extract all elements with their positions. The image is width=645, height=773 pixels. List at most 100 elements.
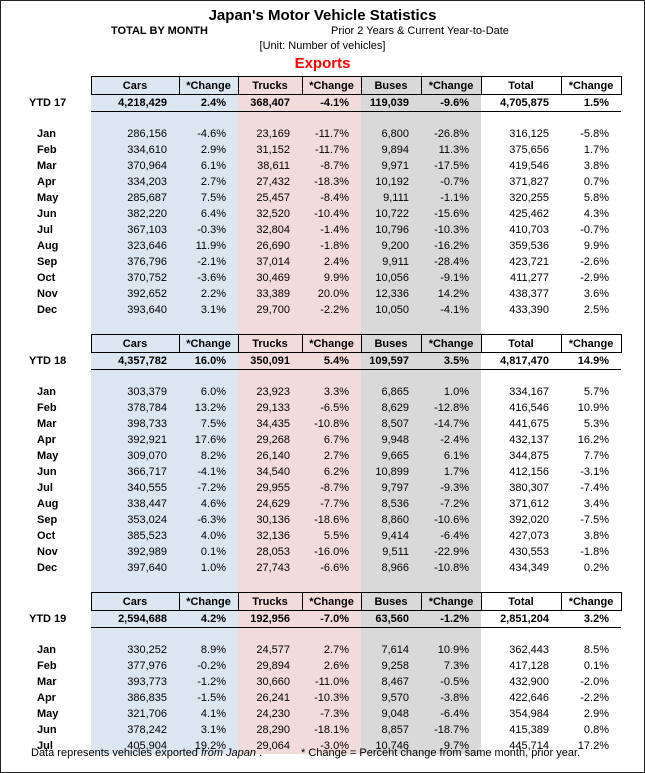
spacer-cell (421, 318, 481, 335)
footnote-change-definition: * Change = Percent change from same mont… (301, 747, 581, 759)
month-value-trucks: 23,169 (256, 128, 290, 140)
month-value-buses-change: -7.2% (440, 498, 469, 510)
month-value-trucks-change: -8.4% (320, 192, 349, 204)
ytd-value-total-change: 14.9% (561, 352, 621, 370)
month-value-trucks-change: -1.4% (320, 224, 349, 236)
month-value-buses: 9,200 (381, 240, 409, 252)
month-value-trucks-change: -2.2% (320, 304, 349, 316)
month-value-total-change: -0.7% (580, 224, 609, 236)
spacer-cell (481, 370, 561, 385)
month-value-trucks: 27,743 (256, 562, 290, 574)
spacer-row (1, 318, 621, 335)
month-value-trucks: 28,053 (256, 546, 290, 558)
month-value-trucks-change: 2.6% (323, 660, 349, 672)
month-value-buses: 12,336 (375, 288, 409, 300)
spacer-cell (481, 576, 561, 593)
month-value-cars: 385,523 (127, 530, 167, 542)
month-value-buses: 9,048 (381, 708, 409, 720)
month-value-trucks-change: -3.0% (320, 740, 349, 752)
month-label: Oct (37, 272, 56, 284)
month-value-total: 416,546 (509, 402, 549, 414)
ytd-value-total: 4,705,875 (481, 94, 561, 112)
month-value-cars-change: -3.6% (197, 272, 226, 284)
month-value-total-change: 0.8% (583, 724, 609, 736)
month-value-total: 375,656 (509, 144, 549, 156)
spacer-cell (1, 318, 91, 335)
month-value-trucks: 38,611 (257, 160, 290, 172)
spacer-cell (91, 576, 179, 593)
column-header-buses-change: *Change (420, 592, 482, 611)
month-value-cars: 340,555 (127, 482, 167, 494)
ytd-value-total: 2,851,204 (481, 610, 561, 628)
ytd-value-trucks: 192,956 (238, 610, 302, 628)
month-row: Feb 377,976 -0.2% 29,894 2.6% 9,258 7.3% 417,12… (1, 658, 621, 674)
month-value-buses-change: -4.1% (440, 304, 469, 316)
ytd-value-cars: 4,357,782 (91, 352, 179, 370)
month-value-total-change: 10.9% (577, 402, 609, 414)
month-value-total-change: 17.2% (577, 740, 609, 752)
month-value-trucks: 29,268 (256, 434, 290, 446)
month-value-cars: 353,024 (127, 514, 167, 526)
spacer-cell (179, 370, 238, 385)
month-value-buses-change: -2.4% (440, 434, 469, 446)
header-spacer-cell (1, 335, 91, 353)
column-header-cars-change: *Change (178, 76, 239, 95)
month-value-total-change: 5.3% (583, 418, 609, 430)
month-value-total-change: 0.1% (583, 660, 609, 672)
month-value-buses: 8,467 (381, 676, 409, 688)
month-label: May (37, 450, 59, 462)
month-value-total-change: 2.5% (583, 304, 609, 316)
month-value-buses: 8,966 (381, 562, 409, 574)
total-by-month-label: TOTAL BY MONTH (111, 25, 208, 37)
month-value-buses-change: -1.1% (440, 192, 469, 204)
month-label: Sep (37, 514, 58, 526)
month-value-buses-change: -6.4% (440, 530, 469, 542)
spacer-cell (361, 370, 421, 385)
month-label: Nov (37, 546, 58, 558)
column-header-buses: Buses (360, 592, 422, 611)
month-value-buses-change: -12.8% (434, 402, 469, 414)
month-value-total: 392,020 (509, 514, 549, 526)
month-value-cars: 392,652 (127, 288, 167, 300)
month-value-buses-change: -9.1% (440, 272, 469, 284)
month-value-trucks-change: 6.7% (323, 434, 349, 446)
month-value-total-change: 0.7% (583, 176, 609, 188)
month-value-trucks: 37,014 (256, 256, 290, 268)
spacer-cell (302, 370, 361, 385)
month-value-trucks: 25,457 (256, 192, 290, 204)
month-label: May (37, 192, 59, 204)
month-value-buses: 9,258 (381, 660, 409, 672)
month-label: Jan (37, 386, 56, 398)
header-spacer-cell (1, 77, 91, 95)
month-value-trucks: 26,140 (256, 450, 290, 462)
month-value-total: 438,377 (509, 288, 549, 300)
month-value-trucks: 29,955 (256, 482, 290, 494)
spacer-cell (1, 370, 91, 385)
column-header-buses: Buses (360, 334, 422, 353)
spacer-cell (361, 628, 421, 643)
spacer-cell (361, 318, 421, 335)
column-header-cars: Cars (90, 334, 180, 353)
month-label: Jul (37, 224, 53, 236)
month-value-trucks: 34,435 (256, 418, 290, 430)
month-value-cars: 376,796 (127, 256, 167, 268)
month-value-cars-change: 8.9% (200, 644, 226, 656)
month-label: Nov (37, 288, 58, 300)
exports-table: Cars *Change Trucks *Change Buses *Change Tota… (1, 76, 622, 754)
month-value-cars-change: 6.0% (200, 386, 226, 398)
month-value-trucks-change: 2.7% (323, 644, 349, 656)
month-value-cars: 370,752 (127, 272, 167, 284)
month-row: Oct 370,752 -3.6% 30,469 9.9% 10,056 -9.1% 411,… (1, 270, 621, 286)
month-value-trucks-change: -16.0% (314, 546, 349, 558)
ytd-value-buses-change: -9.6% (421, 94, 481, 112)
month-value-trucks-change: 6.2% (323, 466, 349, 478)
month-value-buses: 9,111 (383, 192, 409, 204)
month-row: Apr 334,203 2.7% 27,432 -18.3% 10,192 -0.7% 371… (1, 174, 621, 190)
column-header-cars: Cars (90, 76, 180, 95)
month-value-total: 380,307 (509, 482, 549, 494)
month-value-trucks: 23,923 (256, 386, 290, 398)
month-value-cars: 377,976 (127, 660, 167, 672)
month-value-cars: 334,610 (127, 144, 167, 156)
month-value-trucks: 26,690 (256, 240, 290, 252)
month-value-total-change: 2.9% (583, 708, 609, 720)
